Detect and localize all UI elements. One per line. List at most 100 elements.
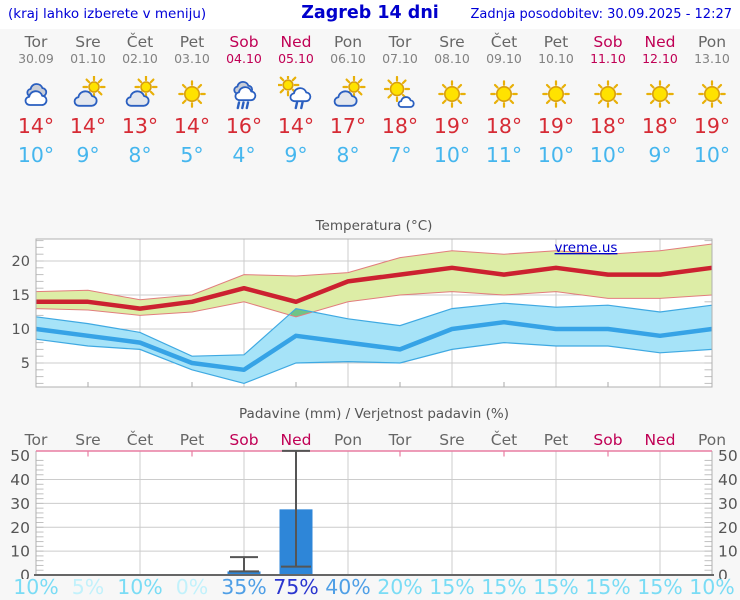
day-cell: Ned 12.10	[634, 33, 686, 66]
weather-icon-sunny	[486, 76, 522, 112]
precip-day-label: Pon	[698, 431, 726, 449]
precip-day-label: Sre	[439, 431, 464, 449]
day-name-label: Pon	[333, 33, 363, 51]
day-cell: Pon 13.10	[686, 33, 738, 66]
sun-rays	[438, 80, 466, 108]
precip-day-label: Ned	[645, 431, 676, 449]
temp-high-line	[36, 265, 713, 311]
precip-y-tick-label-right: 50	[718, 447, 738, 465]
weather-icon-rain	[226, 76, 262, 112]
precip-day-label: Pon	[334, 431, 362, 449]
low-temp-label: 10°	[433, 143, 471, 167]
day-name-label: Tor	[388, 33, 412, 51]
precip-probability-label: 0%	[175, 575, 209, 599]
day-name-label: Sob	[593, 33, 623, 51]
low-temp-label: 10°	[589, 143, 627, 167]
day-date-label: 05.10	[278, 51, 314, 66]
temp-y-tick-label: 10	[12, 322, 30, 338]
precip-plot-area	[36, 451, 712, 575]
low-temp-label: 10°	[537, 143, 575, 167]
day-date-label: 08.10	[434, 51, 470, 66]
day-cell: Čet 09.10	[478, 33, 530, 66]
sun-rays	[542, 80, 570, 108]
sun-rays	[178, 80, 206, 108]
day-cell: Tor 30.09	[10, 33, 62, 66]
low-temp-label: 11°	[485, 143, 523, 167]
weather-icon-mostly-sunny	[382, 75, 418, 112]
day-name-label: Tor	[24, 33, 48, 51]
high-temp-label: 19°	[537, 114, 575, 138]
precip-y-tick-label-right: 30	[718, 495, 738, 513]
day-cell: Pet 10.10	[530, 33, 582, 66]
high-temp-label: 14°	[69, 114, 107, 138]
temperature-chart-title: Temperatura (°C)	[315, 218, 433, 234]
low-temp-label: 9°	[284, 143, 308, 167]
day-name-label: Pet	[179, 33, 205, 51]
precip-probability-label: 15%	[481, 575, 527, 599]
precipitation-chart: Tor Sre Čet Pet Sob Ned Pon Tor Sre Čet Pet Sob Ned P…	[10, 406, 738, 580]
watermark-link[interactable]: vreme.us	[555, 240, 618, 256]
precip-y-tick-label-left: 50	[10, 447, 30, 465]
precip-probability-label: 75%	[273, 575, 319, 599]
weather-icon-partly-cloudy	[122, 75, 158, 112]
precip-y-tick-label-left: 0	[20, 567, 30, 580]
weather-icon-partly-cloudy	[70, 75, 106, 112]
precip-day-label: Sob	[593, 431, 622, 449]
day-date-label: 11.10	[590, 51, 626, 66]
precip-y-tick-label-right: 20	[718, 519, 738, 537]
day-name-label: Čet	[126, 33, 154, 51]
sun-rays	[383, 75, 411, 103]
day-date-label: 13.10	[694, 51, 730, 66]
day-date-label: 01.10	[70, 51, 106, 66]
precip-bar	[227, 571, 261, 575]
precip-probability-label: 40%	[325, 575, 371, 599]
precip-y-tick-label-left: 30	[10, 495, 30, 513]
sun-rays	[490, 80, 518, 108]
precip-y-tick-label-right: 10	[718, 543, 738, 561]
day-cell: Ned 05.10	[270, 33, 322, 66]
day-name-label: Sob	[229, 33, 259, 51]
page-title: Zagreb 14 dni	[301, 3, 439, 23]
high-temp-label: 14°	[277, 114, 315, 138]
last-update-label: Zadnja posodobitev: 30.09.2025 - 12:27	[470, 7, 732, 22]
high-temp-label: 18°	[381, 114, 419, 138]
day-cell: Čet 02.10	[114, 33, 166, 66]
day-cell: Sob 04.10	[218, 33, 270, 66]
day-cell: Sob 11.10	[582, 33, 634, 66]
precip-day-label: Tor	[24, 431, 48, 449]
low-temp-label: 9°	[76, 143, 100, 167]
precip-probability-label: 15%	[637, 575, 683, 599]
low-temp-label: 10°	[693, 143, 731, 167]
precip-y-tick-label-left: 10	[10, 543, 30, 561]
temp-y-tick-label: 15	[12, 288, 30, 304]
day-date-label: 30.09	[18, 51, 54, 66]
precipitation-chart-title: Padavine (mm) / Verjetnost padavin (%)	[239, 406, 509, 422]
day-name-label: Ned	[644, 33, 676, 51]
precip-day-label: Pet	[180, 431, 204, 449]
low-temp-label: 9°	[648, 143, 672, 167]
high-temp-label: 16°	[225, 114, 263, 138]
precip-probability-label: 15%	[533, 575, 579, 599]
weather-icon-partly-cloudy	[330, 75, 366, 112]
temp-y-tick-label: 20	[12, 254, 30, 270]
day-name-label: Pet	[543, 33, 569, 51]
precip-day-label: Čet	[127, 430, 153, 449]
weather-icon-cloudy	[18, 76, 54, 112]
location-menu-hint: (kraj lahko izberete v meniju)	[8, 6, 207, 22]
precip-y-tick-label-right: 0	[718, 567, 728, 580]
weather-icon-sunny	[590, 76, 626, 112]
precip-day-label: Ned	[281, 431, 312, 449]
high-temp-label: 18°	[589, 114, 627, 138]
precip-probability-label: 10%	[13, 575, 59, 599]
precip-y-tick-label-right: 40	[718, 471, 738, 489]
weather-icon-sunny	[538, 76, 574, 112]
precip-day-label: Tor	[388, 431, 412, 449]
high-temp-label: 19°	[693, 114, 731, 138]
precip-day-label: Sob	[229, 431, 258, 449]
precip-probability-label: 10%	[117, 575, 163, 599]
sun-rays	[276, 73, 300, 97]
day-name-label: Sre	[439, 33, 465, 51]
precip-probability-label: 35%	[221, 575, 267, 599]
temperature-chart: 5 10 15 20 Temperatura (°C) vreme.us	[12, 218, 713, 388]
